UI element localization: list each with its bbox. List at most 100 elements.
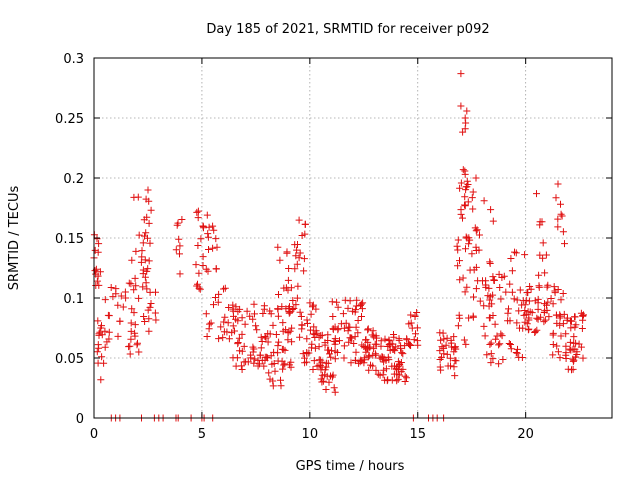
data-point — [543, 283, 551, 291]
data-point — [205, 223, 213, 231]
data-point — [142, 279, 150, 287]
data-point — [145, 219, 153, 227]
data-point — [300, 255, 308, 263]
data-point — [512, 349, 520, 356]
data-point — [356, 358, 364, 366]
x-tick-label: 10 — [302, 427, 319, 442]
data-point — [249, 348, 257, 356]
data-point — [577, 343, 585, 351]
data-point — [212, 265, 220, 273]
data-point — [554, 215, 562, 223]
data-point — [234, 308, 242, 316]
data-point — [313, 362, 321, 370]
data-point — [531, 328, 539, 336]
data-point — [391, 362, 398, 370]
data-point — [94, 248, 102, 256]
data-point — [513, 296, 521, 304]
data-point — [274, 357, 282, 365]
data-point — [237, 362, 245, 370]
data-point — [172, 246, 180, 254]
data-point — [194, 242, 202, 249]
data-point — [325, 378, 333, 386]
data-point — [394, 366, 402, 374]
data-point — [140, 313, 148, 320]
data-point — [139, 266, 147, 274]
data-point — [140, 216, 148, 224]
data-point — [562, 330, 570, 338]
data-point — [286, 303, 293, 311]
data-point — [238, 330, 246, 338]
data-point — [272, 331, 280, 338]
data-point — [364, 325, 372, 333]
data-point — [173, 221, 181, 229]
data-point — [527, 285, 535, 293]
data-point — [242, 358, 250, 366]
data-point — [303, 350, 311, 358]
data-point — [502, 288, 510, 296]
data-point — [122, 294, 130, 302]
data-point — [393, 377, 401, 385]
data-point — [541, 307, 549, 315]
data-point — [271, 367, 279, 375]
data-point — [241, 320, 249, 328]
data-point — [195, 284, 203, 292]
data-point — [292, 301, 300, 309]
data-point — [294, 282, 302, 290]
data-point — [152, 288, 159, 296]
data-point — [399, 350, 407, 358]
data-point — [485, 284, 493, 292]
data-point — [351, 308, 359, 316]
data-point — [511, 248, 518, 256]
data-point — [457, 70, 465, 78]
data-point — [337, 320, 345, 328]
data-point — [279, 345, 287, 353]
data-point — [286, 308, 294, 316]
data-point — [559, 320, 567, 328]
data-point — [479, 277, 486, 285]
data-point — [275, 291, 282, 298]
data-point — [528, 309, 536, 317]
data-point — [265, 369, 273, 377]
data-point — [303, 335, 311, 343]
data-point — [347, 334, 355, 342]
data-point — [324, 337, 332, 344]
data-point — [139, 283, 147, 291]
data-point — [451, 356, 459, 364]
data-point — [524, 308, 532, 316]
data-point — [114, 332, 122, 340]
data-point — [468, 250, 476, 258]
data-point — [486, 296, 494, 304]
data-point — [403, 374, 410, 382]
data-point — [553, 342, 561, 350]
data-point — [130, 286, 138, 294]
data-point — [440, 335, 448, 343]
data-point — [298, 321, 306, 329]
data-point — [506, 280, 514, 288]
data-point — [465, 314, 473, 322]
data-point — [457, 179, 465, 187]
data-point — [480, 197, 488, 205]
data-point — [135, 348, 143, 356]
data-point — [354, 317, 362, 324]
data-point — [557, 332, 565, 340]
data-point — [117, 292, 125, 300]
data-point — [374, 370, 382, 378]
data-point — [554, 180, 562, 188]
data-point — [541, 269, 549, 277]
data-point — [578, 325, 586, 332]
data-point — [98, 331, 106, 339]
data-point — [144, 265, 152, 273]
data-point — [459, 274, 467, 282]
data-point — [256, 351, 264, 359]
data-point — [346, 297, 354, 305]
data-point — [215, 290, 223, 298]
data-point — [192, 261, 200, 269]
data-point — [107, 284, 115, 291]
data-point — [138, 247, 146, 255]
data-point — [324, 346, 332, 354]
data-point — [132, 282, 140, 290]
data-point — [91, 246, 99, 254]
data-point — [454, 246, 462, 254]
data-point — [451, 372, 459, 380]
